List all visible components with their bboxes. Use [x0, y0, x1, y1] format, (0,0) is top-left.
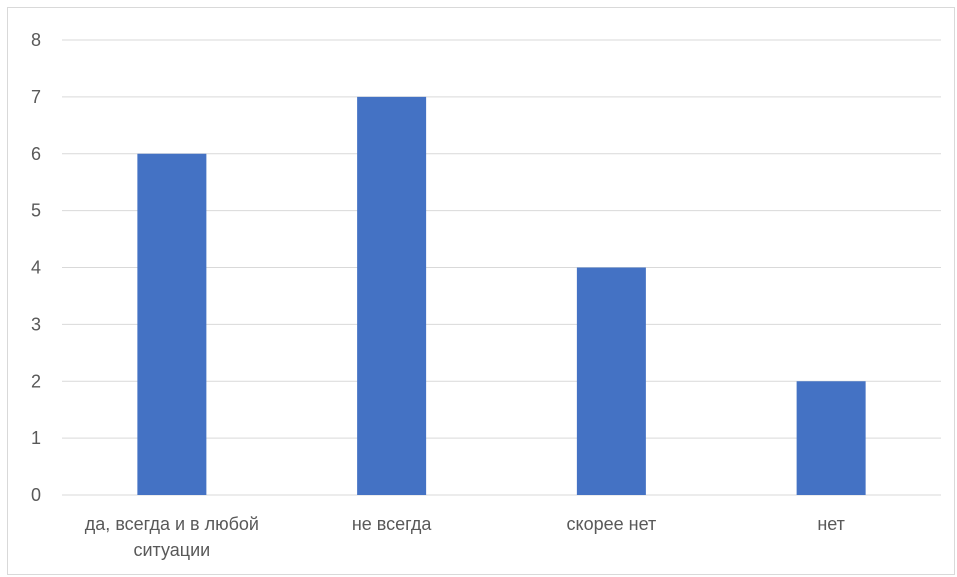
- y-tick-label: 6: [31, 144, 41, 164]
- y-tick-label: 7: [31, 87, 41, 107]
- bar-3: [576, 267, 646, 495]
- bar-4: [796, 381, 866, 495]
- x-axis-labels: да, всегда и в любой ситуации не всегда ско…: [85, 514, 845, 560]
- y-tick-label: 5: [31, 201, 41, 221]
- x-category-label: да, всегда и в любой ситуации: [85, 514, 259, 560]
- y-tick-label: 1: [31, 428, 41, 448]
- y-tick-label: 8: [31, 30, 41, 50]
- x-category-label: скорее нет: [567, 514, 657, 534]
- gridlines: [62, 39, 941, 496]
- y-tick-label: 0: [31, 485, 41, 505]
- bars: [137, 96, 866, 495]
- x-category-label: нет: [817, 514, 845, 534]
- y-tick-label: 3: [31, 314, 41, 334]
- x-category-label: не всегда: [352, 514, 433, 534]
- y-axis-ticks: 0 1 2 3 4 5 6 7 8: [31, 30, 41, 505]
- bar-2: [357, 96, 427, 495]
- y-tick-label: 4: [31, 258, 41, 278]
- bar-1: [137, 153, 207, 495]
- y-tick-label: 2: [31, 371, 41, 391]
